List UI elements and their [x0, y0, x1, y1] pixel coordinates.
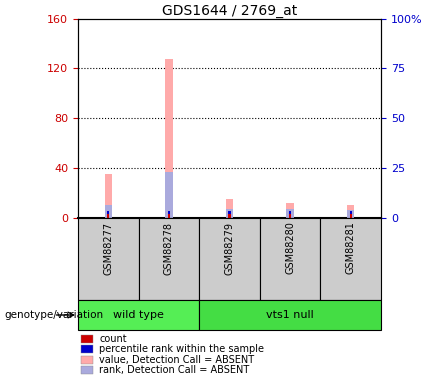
Text: value, Detection Call = ABSENT: value, Detection Call = ABSENT	[99, 355, 254, 365]
Text: genotype/variation: genotype/variation	[4, 310, 103, 320]
Bar	[81, 356, 93, 364]
Bar	[289, 214, 291, 217]
Bar	[139, 217, 199, 300]
Text: percentile rank within the sample: percentile rank within the sample	[99, 344, 264, 354]
Bar	[199, 300, 381, 330]
Text: wild type: wild type	[113, 310, 164, 320]
Text: rank, Detection Call = ABSENT: rank, Detection Call = ABSENT	[99, 365, 249, 375]
Text: vts1 null: vts1 null	[266, 310, 314, 320]
Bar	[228, 211, 231, 214]
Bar	[226, 199, 233, 217]
Bar	[349, 211, 352, 214]
Bar	[347, 205, 354, 218]
Bar	[168, 214, 170, 217]
Bar	[347, 210, 354, 218]
Text: GSM88278: GSM88278	[164, 222, 174, 274]
Text: GSM88277: GSM88277	[103, 222, 113, 275]
Bar	[81, 345, 93, 353]
Bar	[289, 211, 291, 214]
Bar	[168, 211, 170, 214]
Title: GDS1644 / 2769_at: GDS1644 / 2769_at	[162, 4, 297, 18]
Bar	[226, 209, 233, 218]
Bar	[320, 217, 381, 300]
Text: GSM88281: GSM88281	[346, 222, 356, 274]
Bar	[165, 171, 172, 217]
Bar	[81, 366, 93, 374]
Bar	[107, 211, 110, 214]
Bar	[287, 202, 294, 217]
Text: GSM88279: GSM88279	[224, 222, 235, 274]
Bar	[165, 58, 172, 217]
Bar	[228, 214, 231, 217]
Text: GSM88280: GSM88280	[285, 222, 295, 274]
Bar	[349, 214, 352, 217]
Bar	[105, 205, 112, 218]
Bar	[199, 217, 260, 300]
Bar	[287, 209, 294, 218]
Bar	[260, 217, 320, 300]
Bar	[107, 214, 110, 217]
Bar	[81, 334, 93, 343]
Bar	[78, 300, 199, 330]
Bar	[105, 174, 112, 217]
Bar	[78, 217, 139, 300]
Text: count: count	[99, 333, 127, 344]
